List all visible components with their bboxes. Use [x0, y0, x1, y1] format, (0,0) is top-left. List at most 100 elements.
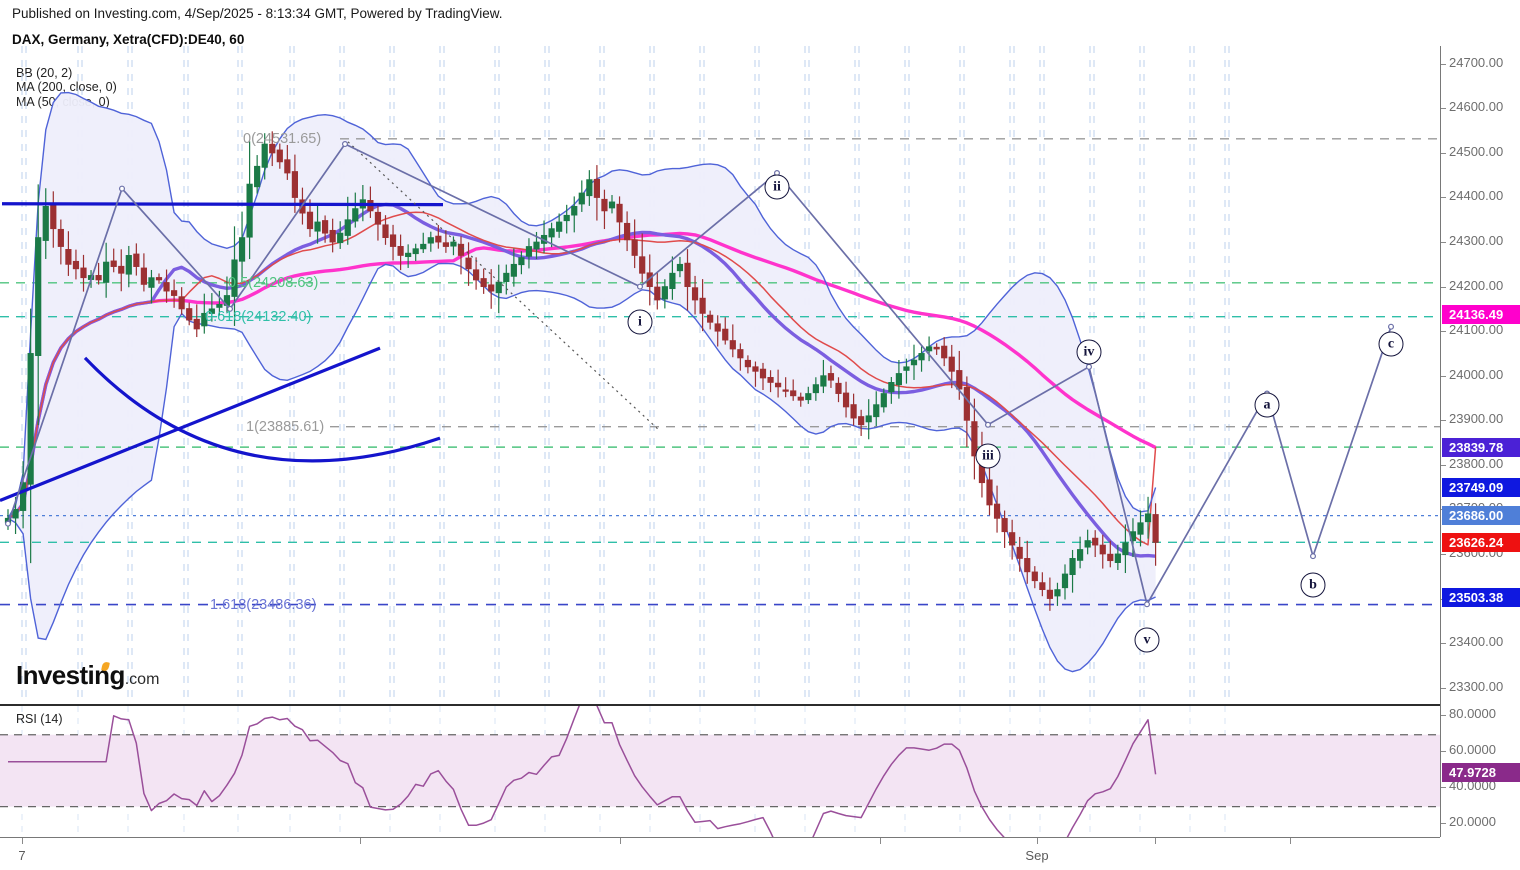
wave-v-marker[interactable]: v — [1134, 627, 1160, 653]
last-price-pill[interactable]: 23626.24 — [1442, 532, 1520, 552]
candle-body — [1016, 546, 1023, 559]
price-axis[interactable]: 24700.00 24600.00 24500.00 24400.00 24300.00… — [1440, 46, 1520, 837]
ma-50-line — [7, 211, 1157, 546]
candle-body — [880, 393, 887, 408]
bb-basis-price-pill[interactable]: 23749.09 — [1442, 478, 1520, 498]
candle-body — [691, 287, 699, 301]
price-tick: 23900.00 — [1441, 411, 1520, 426]
legend-bollinger-bands[interactable]: BB (20, 2) — [16, 66, 73, 80]
wave-a-marker[interactable]: a — [1254, 392, 1280, 418]
trend-line-rising[interactable] — [0, 346, 381, 502]
candle-body — [865, 415, 872, 423]
candle-body — [707, 314, 714, 323]
candle-body — [65, 249, 72, 265]
candle-body — [163, 282, 170, 292]
candle-body — [27, 353, 34, 485]
wave-c-marker[interactable]: c — [1378, 331, 1404, 357]
rsi-pane[interactable] — [0, 704, 1440, 837]
candle-body — [405, 252, 412, 258]
wave-pivot-handle[interactable] — [984, 421, 991, 428]
candle-body — [895, 373, 903, 386]
wave-pivot-handle[interactable] — [636, 283, 643, 290]
wave-pivot-handle[interactable] — [1085, 363, 1092, 370]
wave-iv-marker[interactable]: iv — [1076, 339, 1102, 365]
publish-info: Published on Investing.com, 4/Sep/2025 -… — [12, 6, 503, 21]
wave-pivot-handle[interactable] — [1143, 601, 1150, 608]
candle-body — [1152, 514, 1159, 543]
candle-body — [1024, 558, 1031, 573]
rsi-tick: 60.0000 — [1441, 742, 1520, 757]
fib-0-label[interactable]: 0(24531.65) — [243, 130, 322, 147]
candle-body — [888, 382, 895, 393]
wave-pivot-handle[interactable] — [118, 185, 125, 192]
candle-body — [276, 149, 283, 163]
open-price-pill[interactable]: 23686.00 — [1442, 506, 1520, 526]
ma50-price-pill[interactable]: 23839.78 — [1442, 437, 1520, 457]
candle-body — [873, 404, 880, 418]
fib-1618-label[interactable]: 1.618(23486.36) — [210, 596, 317, 613]
candle-body — [933, 346, 940, 350]
wave-i-marker[interactable]: i — [627, 309, 653, 335]
time-tick — [1290, 838, 1291, 844]
wave-ii-marker[interactable]: ii — [764, 174, 790, 200]
candle-body — [12, 509, 19, 519]
ma200-price-pill[interactable]: 24136.49 — [1442, 305, 1520, 325]
wave-pivot-handle[interactable] — [1309, 553, 1316, 560]
candle-body — [616, 203, 623, 223]
rsi-line — [8, 706, 1157, 837]
candle-body — [775, 382, 782, 388]
price-tick: 23400.00 — [1441, 634, 1520, 649]
candle-body — [993, 503, 1001, 519]
legend-ma-200[interactable]: MA (200, close, 0) — [16, 80, 117, 94]
price-tick-label: 24600.00 — [1449, 99, 1504, 115]
candle-body — [344, 219, 351, 236]
candle-body — [125, 255, 132, 275]
candle-body — [639, 256, 646, 274]
price-tick-label: 24500.00 — [1449, 143, 1504, 159]
rsi-tick-label: 60.0000 — [1449, 741, 1496, 757]
bb-lower-price-pill[interactable]: 23503.38 — [1442, 587, 1520, 607]
candle-body — [231, 259, 238, 297]
trend-line-horizontal[interactable] — [1, 202, 444, 207]
price-tick: 23600.00 — [1441, 545, 1520, 560]
candle-body — [767, 377, 774, 383]
candle-body — [525, 246, 533, 257]
candle-body — [1107, 553, 1114, 562]
price-tick-label: 24700.00 — [1449, 54, 1504, 70]
price-tick-label: 23300.00 — [1449, 678, 1504, 694]
candle-body — [608, 201, 616, 209]
candle-body — [737, 349, 744, 359]
candle-body — [858, 416, 865, 426]
price-pane[interactable] — [0, 46, 1440, 701]
candle-body — [684, 262, 691, 288]
wave-pivot-handle[interactable] — [342, 141, 349, 148]
price-tick: 24400.00 — [1441, 188, 1520, 203]
candle-body — [654, 286, 661, 301]
projection-dotted-line[interactable] — [347, 141, 661, 432]
candle-body — [412, 248, 419, 255]
legend-rsi[interactable]: RSI (14) — [16, 712, 63, 726]
candle-body — [352, 208, 359, 222]
candle-body — [1061, 573, 1069, 589]
fib-05-label[interactable]: 0.5(24208.63) — [228, 274, 319, 291]
candle-body — [269, 143, 276, 154]
trend-curve[interactable] — [83, 356, 441, 463]
time-axis[interactable]: 7 Sep — [0, 837, 1440, 870]
wave-pivot-handle[interactable] — [227, 305, 234, 312]
candle-body — [201, 312, 208, 327]
candle-body — [450, 241, 457, 247]
wave-b-marker[interactable]: b — [1300, 572, 1326, 598]
wave-pivot-handle[interactable] — [4, 520, 12, 527]
price-tick: 24300.00 — [1441, 233, 1520, 248]
fib-0618-label[interactable]: 0.618(24132.40) — [205, 308, 312, 325]
candle-body — [186, 308, 193, 321]
candle-body — [699, 297, 706, 314]
investing-logo: Investing.com — [16, 660, 159, 691]
fib-1-label[interactable]: 1(23885.61) — [246, 418, 325, 435]
elliott-wave-path[interactable] — [7, 143, 1392, 606]
candle-body — [624, 222, 631, 241]
wave-iii-marker[interactable]: iii — [975, 443, 1001, 469]
rsi-value-pill[interactable]: 47.9728 — [1442, 762, 1520, 782]
wave-pivot-handle[interactable] — [1387, 323, 1394, 330]
